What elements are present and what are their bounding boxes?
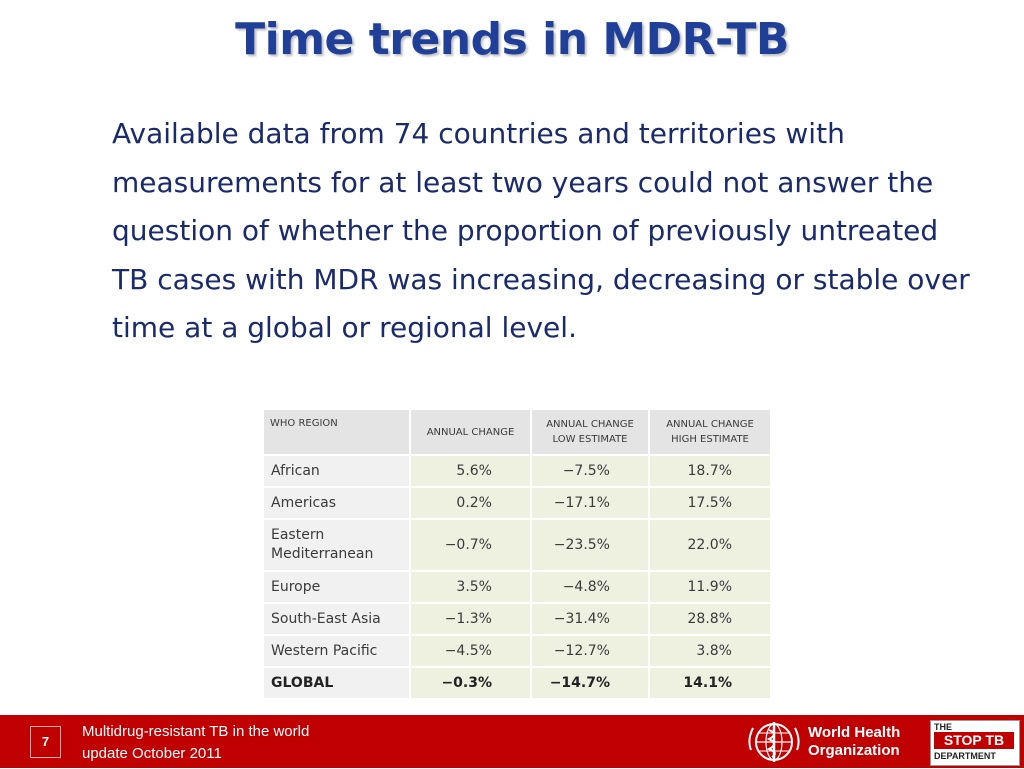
table-row: Americas 0.2% −17.1% 17.5% — [262, 486, 772, 520]
slide-body-text: Available data from 74 countries and ter… — [112, 117, 970, 344]
annual-change-cell: −1.3% — [409, 602, 532, 636]
footer-title: Multidrug-resistant TB in the world — [82, 723, 310, 740]
low-estimate-cell: −14.7% — [530, 666, 650, 700]
mdr-trend-table: WHO REGION ANNUAL CHANGE ANNUAL CHANGE L… — [262, 408, 772, 700]
annual-change-cell: −4.5% — [409, 634, 532, 668]
region-cell: GLOBAL — [262, 666, 411, 700]
region-cell: Europe — [262, 570, 411, 604]
table-row: Europe 3.5% −4.8% 11.9% — [262, 570, 772, 604]
table-row-global: GLOBAL −0.3% −14.7% 14.1% — [262, 666, 772, 700]
high-estimate-cell: 14.1% — [648, 666, 772, 700]
region-cell: Western Pacific — [262, 634, 411, 668]
region-cell: Eastern Mediterranean — [262, 518, 411, 572]
low-estimate-cell: −12.7% — [530, 634, 650, 668]
table-header-cell: WHO REGION — [262, 408, 411, 456]
high-estimate-cell: 17.5% — [648, 486, 772, 520]
region-cell: South-East Asia — [262, 602, 411, 636]
table-row: Western Pacific −4.5% −12.7% 3.8% — [262, 634, 772, 668]
annual-change-cell: −0.3% — [409, 666, 532, 700]
high-estimate-cell: 3.8% — [648, 634, 772, 668]
table-header-cell: ANNUAL CHANGE LOW ESTIMATE — [530, 408, 650, 456]
annual-change-cell: −0.7% — [409, 518, 532, 572]
who-logo-text: World Health Organization — [808, 724, 900, 760]
region-cell: Americas — [262, 486, 411, 520]
stop-tb-logo-top: THE — [934, 722, 952, 732]
stop-tb-logo-bottom: DEPARTMENT — [934, 751, 996, 761]
stop-tb-logo: THE STOP TB DEPARTMENT — [930, 720, 1020, 766]
low-estimate-cell: −4.8% — [530, 570, 650, 604]
footer-subtitle: update October 2011 — [82, 745, 222, 762]
low-estimate-cell: −17.1% — [530, 486, 650, 520]
who-emblem-icon — [745, 720, 803, 769]
high-estimate-cell: 11.9% — [648, 570, 772, 604]
table-header-row: WHO REGION ANNUAL CHANGE ANNUAL CHANGE L… — [262, 408, 772, 456]
stop-tb-logo-mid: STOP TB — [934, 732, 1014, 749]
low-estimate-cell: −7.5% — [530, 454, 650, 488]
table-header-cell: ANNUAL CHANGE — [409, 408, 532, 456]
page-number: 7 — [30, 726, 61, 758]
high-estimate-cell: 22.0% — [648, 518, 772, 572]
table-header-cell: ANNUAL CHANGE HIGH ESTIMATE — [648, 408, 772, 456]
footer-bar: 7 Multidrug-resistant TB in the world up… — [0, 715, 1024, 768]
annual-change-cell: 0.2% — [409, 486, 532, 520]
low-estimate-cell: −31.4% — [530, 602, 650, 636]
table-row: South-East Asia −1.3% −31.4% 28.8% — [262, 602, 772, 636]
annual-change-cell: 5.6% — [409, 454, 532, 488]
slide-title: Time trends in MDR-TB — [235, 14, 789, 65]
high-estimate-cell: 28.8% — [648, 602, 772, 636]
table-row: African 5.6% −7.5% 18.7% — [262, 454, 772, 488]
annual-change-cell: 3.5% — [409, 570, 532, 604]
who-logo-line: Organization — [808, 742, 900, 759]
who-logo-line: World Health — [808, 724, 901, 741]
low-estimate-cell: −23.5% — [530, 518, 650, 572]
table-row: Eastern Mediterranean −0.7% −23.5% 22.0% — [262, 518, 772, 572]
region-cell: African — [262, 454, 411, 488]
high-estimate-cell: 18.7% — [648, 454, 772, 488]
